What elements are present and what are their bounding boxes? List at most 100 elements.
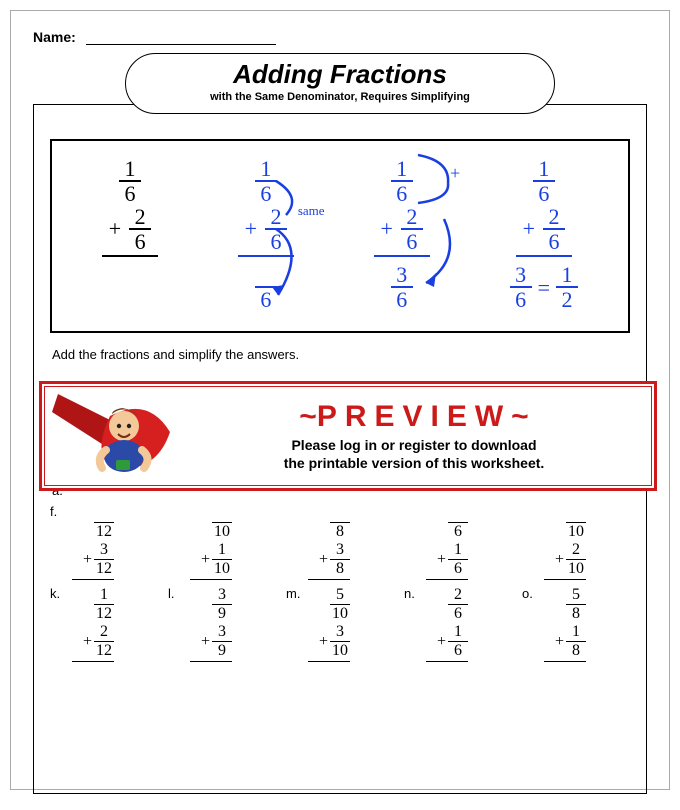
- frac-den: 10: [566, 560, 586, 578]
- frac-den: 8: [566, 605, 586, 623]
- frac-num: 3: [94, 541, 114, 560]
- problem-item: f. 12+312: [50, 504, 158, 580]
- ex4-res-d: 6: [510, 288, 532, 311]
- ex2-res-d: 6: [255, 288, 277, 311]
- frac-den: 6: [448, 523, 468, 541]
- equals-bar: [544, 579, 586, 580]
- ex4-f2-d: 6: [543, 230, 565, 253]
- equals-bar: [190, 661, 232, 662]
- example-step-2: same 16 +26 6: [238, 157, 294, 312]
- equals-bar: [308, 579, 350, 580]
- problem-item: o.58+18: [522, 586, 630, 662]
- problem-item: m.510+310: [286, 586, 394, 662]
- ex3-res-d: 6: [391, 288, 413, 311]
- worksheet-page: Name: Adding Fractions with the Same Den…: [10, 10, 670, 790]
- frac-den: 8: [566, 642, 586, 660]
- ex3-f2-d: 6: [401, 230, 423, 253]
- frac-den: 12: [94, 560, 114, 578]
- ex3-f1-d: 6: [391, 182, 413, 205]
- plus-sign: +: [555, 633, 564, 651]
- ex3-f1-n: 1: [391, 157, 413, 182]
- frac-num: 1: [212, 541, 232, 560]
- name-blank-line[interactable]: [86, 44, 276, 45]
- name-label: Name:: [33, 29, 76, 45]
- problem-item: 10+210: [522, 504, 630, 580]
- frac-num: 5: [330, 586, 350, 605]
- ex1-f1-n: 1: [119, 157, 141, 182]
- preview-text-block: ~PREVIEW~ Please log in or register to d…: [186, 400, 642, 472]
- problem-item: 8+38: [286, 504, 394, 580]
- ex1-f1-d: 6: [119, 182, 141, 205]
- example-box: 16 +26 same 16 +26 6: [50, 139, 630, 334]
- equals-bar: [516, 255, 572, 257]
- plus-sign: +: [437, 551, 446, 569]
- frac-num: 5: [566, 586, 586, 605]
- ex1-f2-n: 2: [129, 205, 151, 230]
- ex2-f2-d: 6: [265, 230, 287, 253]
- plus-sign: +: [83, 551, 92, 569]
- frac-den: 10: [212, 523, 232, 541]
- plus-sign: +: [555, 551, 564, 569]
- frac-num: 1: [448, 541, 468, 560]
- svg-text:+: +: [450, 163, 460, 183]
- ex2-f1-n: 1: [255, 157, 277, 182]
- problem-item: l.39+39: [168, 586, 276, 662]
- example-step-3: + 16 +26 36: [374, 157, 430, 312]
- plus-sign: +: [523, 217, 535, 240]
- plus-sign: +: [319, 633, 328, 651]
- equals-bar: [544, 661, 586, 662]
- problem-label: [286, 504, 300, 580]
- ex2-res-n: [255, 263, 277, 288]
- equals-bar: [426, 661, 468, 662]
- problem-label: l.: [168, 586, 182, 662]
- equals-bar: [426, 579, 468, 580]
- problem-item: 10+110: [168, 504, 276, 580]
- plus-sign: +: [319, 551, 328, 569]
- problem-label: [168, 504, 182, 580]
- frac-num: 3: [212, 623, 232, 642]
- equals-bar: [374, 255, 430, 257]
- frac-num: [94, 504, 114, 523]
- frac-den: 6: [448, 642, 468, 660]
- instructions-text: Add the fractions and simplify the answe…: [52, 347, 630, 362]
- ex4-simp-d: 2: [556, 288, 578, 311]
- ex4-simp-n: 1: [556, 263, 578, 288]
- ex3-res-n: 3: [391, 263, 413, 288]
- frac-den: 8: [330, 560, 350, 578]
- ex2-f1-d: 6: [255, 182, 277, 205]
- plus-sign: +: [201, 633, 210, 651]
- plus-sign: +: [201, 551, 210, 569]
- frac-num: 3: [330, 623, 350, 642]
- frac-num: [566, 504, 586, 523]
- equals-bar: [102, 255, 158, 257]
- frac-num: 1: [448, 623, 468, 642]
- example-step-4: 16 +26 36 = 12: [510, 157, 578, 312]
- frac-num: 2: [94, 623, 114, 642]
- preview-message: Please log in or register to download th…: [186, 436, 642, 472]
- problem-label: m.: [286, 586, 300, 662]
- frac-num: 1: [94, 586, 114, 605]
- ex3-f2-n: 2: [401, 205, 423, 230]
- frac-den: 12: [94, 605, 114, 623]
- plus-sign: +: [437, 633, 446, 651]
- preview-overlay: ~PREVIEW~ Please log in or register to d…: [39, 381, 657, 491]
- problem-item: n.26+16: [404, 586, 512, 662]
- preview-title: ~PREVIEW~: [186, 400, 642, 434]
- frac-num: 3: [330, 541, 350, 560]
- problem-label: [522, 504, 536, 580]
- ex2-f2-n: 2: [265, 205, 287, 230]
- problem-label: k.: [50, 586, 64, 662]
- frac-den: 6: [448, 560, 468, 578]
- frac-den: 10: [330, 605, 350, 623]
- frac-num: 2: [448, 586, 468, 605]
- frac-num: [330, 504, 350, 523]
- equals-bar: [72, 579, 114, 580]
- plus-sign: +: [381, 217, 393, 240]
- frac-num: 1: [566, 623, 586, 642]
- frac-num: 2: [566, 541, 586, 560]
- ex4-f2-n: 2: [543, 205, 565, 230]
- frac-den: 9: [212, 605, 232, 623]
- frac-den: 10: [330, 642, 350, 660]
- frac-den: 12: [94, 642, 114, 660]
- frac-den: 9: [212, 642, 232, 660]
